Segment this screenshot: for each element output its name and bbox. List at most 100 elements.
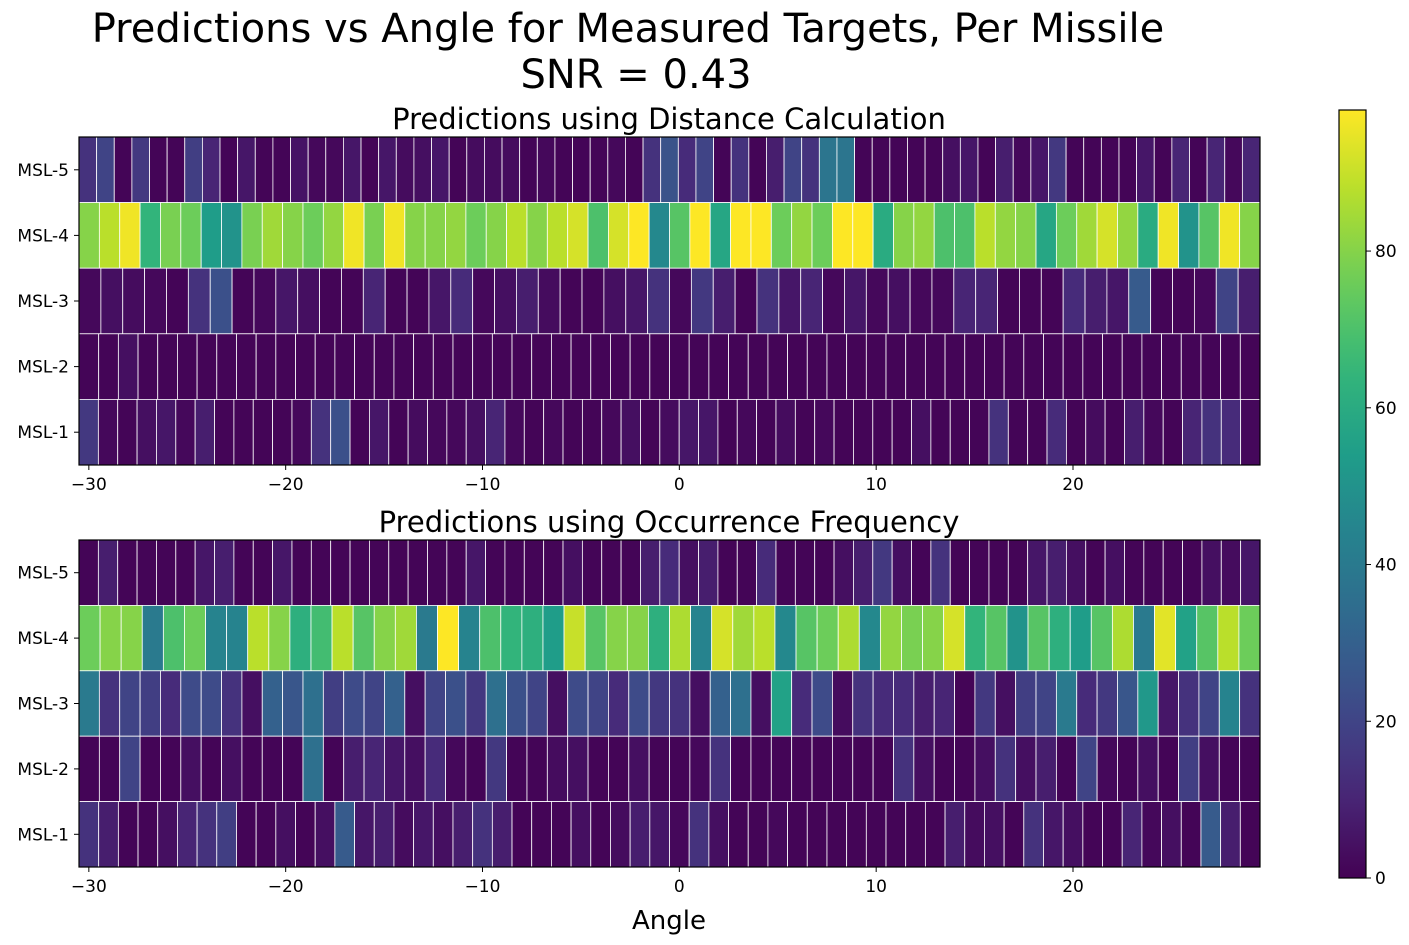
heatmap-cell (559, 267, 583, 335)
heatmap-cell (272, 136, 291, 203)
heatmap-cell (427, 398, 448, 466)
heatmap-cell (1162, 398, 1183, 466)
heatmap-cell (465, 670, 487, 737)
heatmap-cell (1150, 267, 1173, 335)
heatmap-cell (783, 136, 803, 203)
heatmap-cell (865, 267, 889, 335)
heatmap-cell (730, 735, 752, 803)
heatmap-cell (1206, 136, 1226, 203)
heatmap-cell (1143, 539, 1164, 606)
heatmap-cell (736, 539, 758, 606)
heatmap-cell (342, 136, 362, 203)
heatmap-cell (853, 539, 874, 606)
heatmap-cell (479, 605, 502, 672)
heatmap-cell (506, 670, 528, 737)
heatmap-cell (78, 202, 100, 269)
heatmap-cell (122, 267, 146, 335)
heatmap-cell (669, 605, 691, 672)
heatmap-cell (526, 735, 548, 803)
heatmap-cell (427, 539, 448, 606)
heatmap-cell (770, 735, 793, 803)
heatmap-cell (1200, 333, 1222, 400)
figure-title-line-1: Predictions vs Angle for Measured Target… (92, 6, 1164, 52)
heatmap-cell (1157, 670, 1179, 737)
heatmap-cell (546, 202, 569, 269)
heatmap-cell (872, 398, 893, 466)
heatmap-cell (384, 735, 406, 803)
heatmap-cell (698, 539, 719, 606)
heatmap-cell (166, 136, 186, 203)
heatmap-cell (216, 801, 237, 868)
heatmap-cell (913, 202, 935, 269)
heatmap-cell (1117, 202, 1139, 269)
y-tick-label: MSL-5 (17, 564, 69, 584)
heatmap-cell (717, 539, 738, 606)
heatmap-cell (1035, 670, 1057, 737)
heatmap-cell (756, 267, 780, 335)
heatmap-cell (712, 267, 736, 335)
heatmap-cell (472, 333, 493, 400)
heatmap-cell (241, 202, 263, 269)
heatmap-cell (139, 735, 161, 803)
heatmap-cell (728, 333, 749, 400)
heatmap-cell (924, 333, 946, 400)
heatmap-cell (393, 333, 415, 400)
heatmap-cell (678, 539, 699, 606)
heatmap-cell (219, 136, 239, 203)
heatmap-cell (567, 670, 589, 737)
heatmap-cell (872, 735, 894, 803)
heatmap-cell (629, 333, 651, 400)
heatmap-cell (501, 136, 521, 203)
heatmap-cell (669, 670, 691, 737)
heatmap-cell (659, 539, 680, 606)
heatmap-cell (314, 801, 336, 868)
heatmap-cell (964, 605, 987, 672)
heatmap-cell (844, 267, 867, 335)
x-tick-label: −10 (465, 475, 501, 495)
heatmap-cell (601, 539, 622, 606)
heatmap-cell (669, 202, 691, 269)
heatmap-cell (858, 605, 881, 672)
heatmap-cell (930, 398, 951, 466)
heatmap-cell (833, 398, 854, 466)
heatmap-cell (362, 267, 386, 335)
heatmap-cell (424, 670, 446, 737)
heatmap-cell (506, 735, 528, 803)
heatmap-cell (136, 539, 157, 606)
heatmap-cell (942, 136, 961, 203)
heatmap-cell (465, 202, 487, 269)
heatmap-cell (160, 735, 182, 803)
heatmap-cell (1182, 398, 1203, 466)
heatmap-cell (933, 202, 955, 269)
heatmap-cell (1111, 605, 1134, 672)
heatmap-cell (1096, 735, 1118, 803)
x-axis-label: Angle (632, 906, 706, 936)
heatmap-cell (795, 605, 818, 672)
heatmap-cell (388, 398, 409, 466)
heatmap-cell (504, 398, 525, 466)
colorbar-tick-label: 40 (1375, 556, 1397, 576)
heatmap-cell (119, 735, 141, 803)
heatmap-cell (252, 539, 274, 606)
heatmap-cell (747, 801, 769, 868)
colorbar-scale (1338, 109, 1367, 879)
heatmap-cell (504, 539, 525, 606)
heatmap-cell (905, 333, 926, 400)
x-tick-label: 0 (674, 877, 685, 897)
heatmap-cell (944, 333, 966, 400)
heatmap-cell (233, 539, 254, 606)
heatmap-cell (1180, 333, 1202, 400)
heatmap-distance-calculation: MSL-5 MSL-4 MSL-3 MSL-2 MSL-1 −30 −20 −10 0 10 20 (17, 136, 1261, 495)
heatmap-cell (1240, 398, 1261, 466)
heatmap-cell (648, 605, 670, 672)
heatmap-cell (901, 605, 923, 672)
heatmap-cell (756, 539, 777, 606)
heatmap-cell (893, 735, 915, 803)
heatmap-cell (413, 801, 434, 868)
heatmap-cell (331, 605, 354, 672)
x-tick-label: 10 (865, 877, 887, 897)
heatmap-cell (1048, 605, 1071, 672)
heatmap-cell (1137, 202, 1159, 269)
y-tick-label: MSL-3 (17, 695, 69, 715)
heatmap-cell (100, 267, 124, 335)
